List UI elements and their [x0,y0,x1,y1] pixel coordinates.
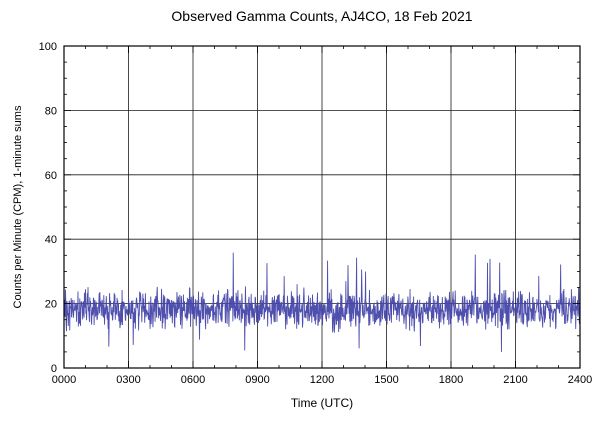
x-tick-label: 1200 [310,374,334,386]
x-tick-label: 2100 [503,374,527,386]
y-tick-label: 0 [51,363,57,375]
x-tick-label: 0300 [116,374,140,386]
gamma-counts-trace [63,252,581,352]
y-tick-label: 40 [45,234,57,246]
x-tick-label: 1800 [439,374,463,386]
x-tick-label: 0600 [181,374,205,386]
y-tick-label: 60 [45,170,57,182]
y-tick-label: 80 [45,105,57,117]
x-tick-label: 0900 [245,374,269,386]
x-tick-label: 0000 [52,374,76,386]
x-tick-label: 1500 [374,374,398,386]
y-tick-label: 20 [45,299,57,311]
x-axis-label: Time (UTC) [290,396,354,410]
x-tick-label: 2400 [568,374,592,386]
chart-title: Observed Gamma Counts, AJ4CO, 18 Feb 202… [171,8,473,24]
y-tick-label: 100 [39,41,57,53]
